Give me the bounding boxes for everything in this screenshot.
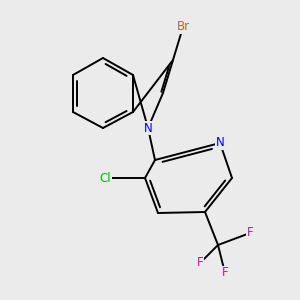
Text: F: F [197, 256, 203, 269]
Text: Br: Br [176, 20, 190, 34]
Text: F: F [222, 266, 228, 280]
Text: N: N [144, 122, 152, 134]
Text: F: F [247, 226, 253, 239]
Text: N: N [216, 136, 224, 149]
Text: Cl: Cl [99, 172, 111, 184]
